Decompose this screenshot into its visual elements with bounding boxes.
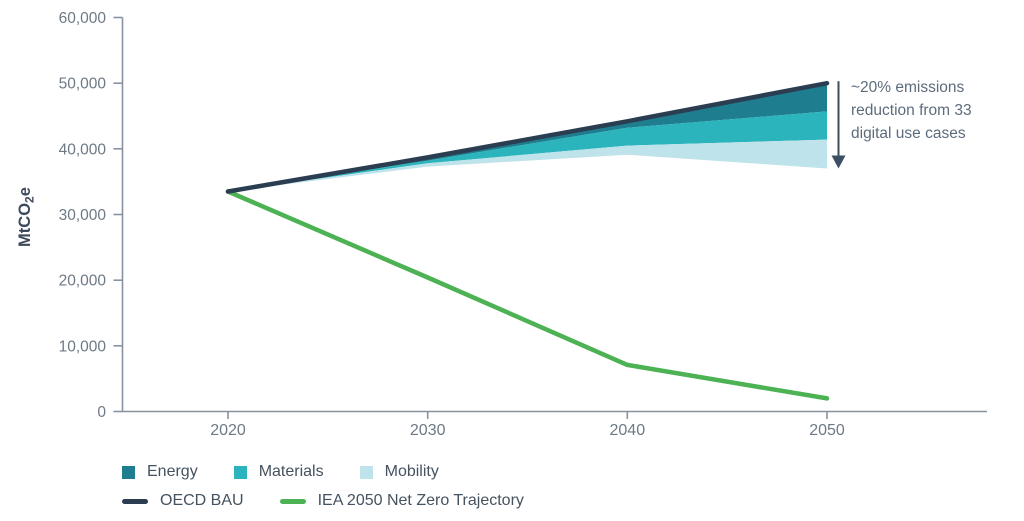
emissions-reduction-annotation: ~20% emissions reduction from 33 digital… bbox=[851, 79, 972, 142]
legend-row-areas: Energy Materials Mobility bbox=[122, 461, 524, 483]
x-tick-label: 2050 bbox=[809, 422, 845, 439]
legend-label-oecd-bau: OECD BAU bbox=[160, 492, 244, 509]
oecd-bau-line-icon bbox=[122, 498, 148, 504]
legend-row-lines: OECD BAU IEA 2050 Net Zero Trajectory bbox=[122, 490, 524, 512]
band-mobility bbox=[228, 139, 827, 192]
materials-swatch-icon bbox=[233, 465, 247, 479]
y-tick-label: 60,000 bbox=[59, 10, 107, 27]
chart-legend: Energy Materials Mobility OECD BAU IEA 2… bbox=[122, 461, 524, 512]
legend-label-mobility: Mobility bbox=[384, 463, 439, 480]
oecd-bau-line bbox=[225, 80, 830, 194]
emissions-area-chart: 0 10,000 20,000 30,000 40,000 50,000 60,000 202… bbox=[16, 10, 987, 439]
legend-label-iea-net-zero: IEA 2050 Net Zero Trajectory bbox=[317, 492, 524, 509]
band-materials bbox=[228, 111, 827, 192]
x-tick-label: 2040 bbox=[610, 422, 646, 439]
y-tick-label: 10,000 bbox=[59, 338, 107, 355]
y-tick-label: 40,000 bbox=[59, 141, 107, 158]
legend-item-energy: Energy bbox=[122, 463, 198, 481]
reduction-arrow-icon bbox=[831, 81, 846, 169]
y-tick-label: 30,000 bbox=[59, 207, 107, 224]
legend-item-materials: Materials bbox=[233, 463, 324, 481]
legend-label-energy: Energy bbox=[147, 463, 198, 480]
mobility-swatch-icon bbox=[359, 465, 373, 479]
legend-item-iea-net-zero: IEA 2050 Net Zero Trajectory bbox=[279, 492, 524, 510]
y-tick-label: 20,000 bbox=[59, 273, 107, 290]
y-tick-label: 0 bbox=[97, 404, 106, 421]
legend-item-mobility: Mobility bbox=[359, 463, 439, 481]
iea-net-zero-line bbox=[225, 189, 830, 401]
legend-label-materials: Materials bbox=[258, 463, 324, 480]
x-tick-label: 2020 bbox=[210, 422, 246, 439]
energy-swatch-icon bbox=[122, 465, 135, 479]
legend-item-oecd-bau: OECD BAU bbox=[122, 492, 244, 510]
x-tick-label: 2030 bbox=[410, 422, 446, 439]
y-axis-title: MtCO2e bbox=[16, 187, 37, 247]
iea-net-zero-line-icon bbox=[279, 498, 306, 504]
y-tick-label: 50,000 bbox=[59, 76, 107, 93]
